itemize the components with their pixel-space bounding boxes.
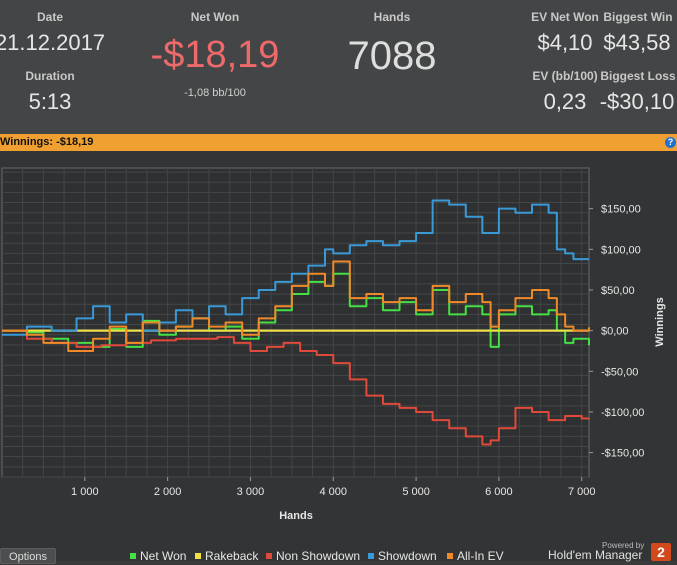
y-tick-label: -$150,00 [601, 448, 644, 460]
options-button[interactable]: Options [0, 548, 56, 564]
net-won-value: -$18,19 [150, 34, 280, 76]
legend-swatch-showdown [368, 553, 374, 559]
ev-bb-value: 0,23 [543, 89, 587, 114]
biggest-win-value: $43,58 [603, 30, 671, 55]
ev-net-won-label: EV Net Won [531, 10, 599, 24]
ev-bb-label: EV (bb/100) [532, 69, 598, 83]
series-line-non-showdown [2, 329, 590, 446]
date-label: Date [36, 10, 63, 24]
y-tick-label: $50,00 [601, 285, 635, 297]
biggest-loss-label: Biggest Loss [600, 69, 676, 83]
y-tick-label: -$100,00 [601, 407, 644, 419]
hands-value: 7088 [347, 34, 437, 78]
ev-net-won-value: $4,10 [537, 30, 593, 55]
duration-value: 5:13 [28, 89, 72, 114]
y-tick-label: $100,00 [601, 244, 641, 256]
series-line-allin-ev [2, 260, 590, 352]
x-tick-label: 2 000 [154, 486, 182, 498]
legend-rakeback[interactable]: Rakeback [195, 549, 258, 563]
net-won-bb-value: -1,08 bb/100 [184, 87, 246, 99]
plot-area [1, 167, 590, 478]
brand-logo: 2 [651, 543, 671, 561]
y-tick-label: -$50,00 [601, 366, 638, 378]
legend-showdown[interactable]: Showdown [368, 549, 437, 563]
winnings-banner-text: Winnings: -$18,19 [0, 136, 94, 148]
powered-by-text: Powered by [602, 541, 645, 550]
legend-non-showdown[interactable]: Non Showdown [266, 549, 360, 563]
hands-label: Hands [373, 10, 411, 24]
series-line-showdown [2, 199, 589, 336]
legend-label-rakeback: Rakeback [205, 549, 259, 563]
x-tick-label: 3 000 [237, 486, 265, 498]
brand-name: Hold'em Manager [548, 548, 643, 562]
x-tick-label: 7 000 [568, 486, 596, 498]
date-value: 21.12.2017 [0, 30, 106, 55]
x-tick-label: 6 000 [485, 486, 513, 498]
biggest-win-label: Biggest Win [603, 10, 673, 24]
biggest-loss-value: -$30,10 [599, 89, 675, 114]
legend-label-allin-ev: All-In EV [457, 549, 504, 563]
legend-swatch-rakeback [195, 553, 201, 559]
stats-panel: Date 21.12.2017 Duration 5:13 Net Won -$… [0, 0, 677, 134]
legend-label-non-showdown: Non Showdown [276, 549, 361, 563]
duration-label: Duration [25, 69, 75, 83]
legend-net-won[interactable]: Net Won [130, 549, 186, 563]
x-tick-label: 4 000 [319, 486, 347, 498]
legend-swatch-net-won [130, 553, 136, 559]
net-won-label: Net Won [190, 10, 240, 24]
x-tick-label: 5 000 [402, 486, 430, 498]
winnings-banner: Winnings: -$18,19 [0, 134, 677, 151]
help-icon[interactable]: ? [665, 137, 676, 148]
legend-swatch-non-showdown [266, 553, 272, 559]
legend-swatch-allin-ev [447, 553, 453, 559]
legend-label-showdown: Showdown [378, 549, 437, 563]
legend-allin-ev[interactable]: All-In EV [447, 549, 504, 563]
x-axis-title: Hands [279, 510, 313, 522]
x-tick-label: 1 000 [71, 486, 99, 498]
y-tick-label: $0,00 [601, 326, 629, 338]
y-axis-title: Winnings [654, 297, 666, 346]
series-lines [2, 199, 590, 446]
axis-labels: 1 000 2 000 3 000 4 000 5 000 6 000 7 000 $150,… [71, 204, 644, 498]
y-tick-label: $150,00 [601, 204, 641, 216]
legend-label-net-won: Net Won [140, 549, 187, 563]
